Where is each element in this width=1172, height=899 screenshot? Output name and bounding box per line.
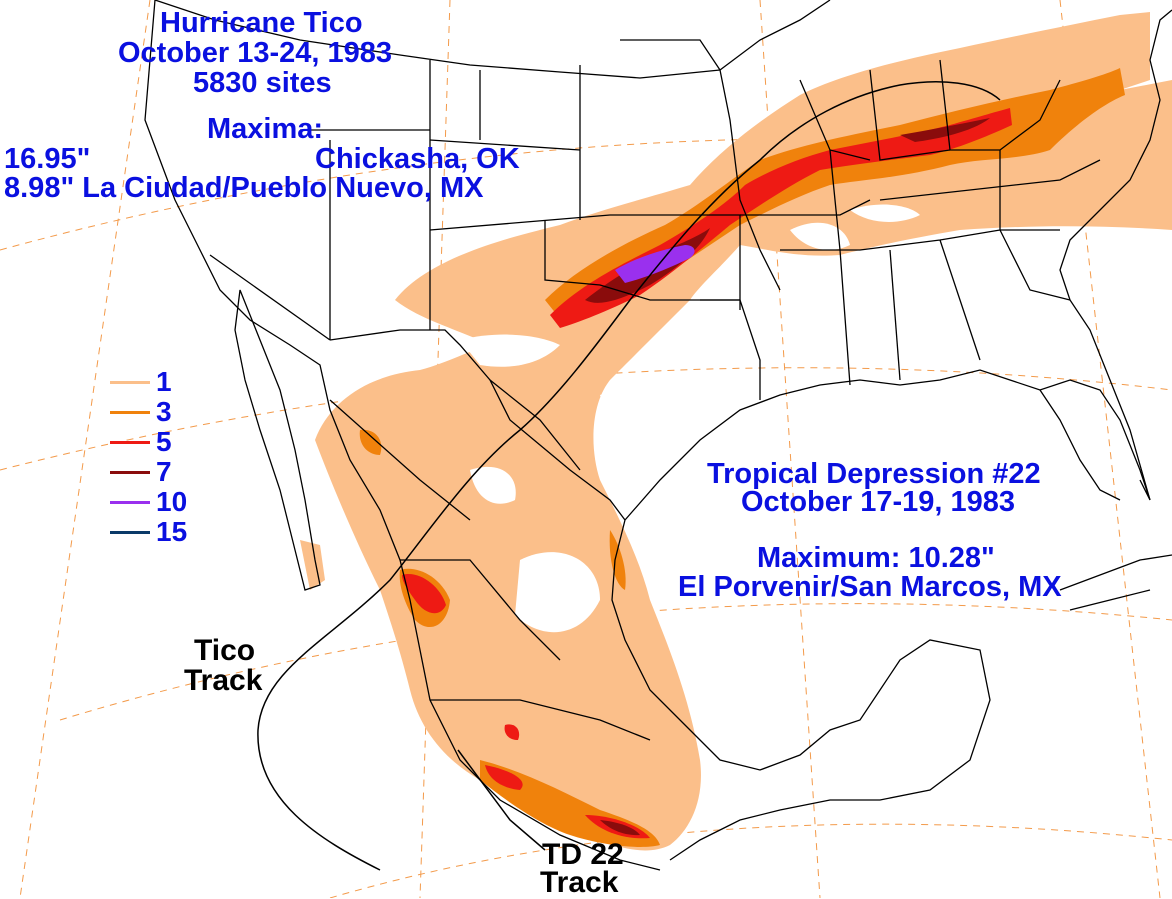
- max-location-1: Chickasha, OK: [315, 143, 520, 175]
- legend-label: 10: [156, 486, 188, 517]
- legend-label: 7: [156, 456, 172, 487]
- td22-location: El Porvenir/San Marcos, MX: [678, 571, 1062, 603]
- legend-label: 1: [156, 366, 172, 397]
- legend-swatch: [110, 411, 150, 414]
- td22-dates: October 17-19, 1983: [741, 486, 1016, 518]
- legend-item: 5: [110, 428, 230, 458]
- legend-item: 15: [110, 518, 230, 548]
- legend: 1 3 5 7 10 15: [110, 368, 230, 548]
- legend-label: 15: [156, 516, 188, 547]
- legend-swatch: [110, 441, 150, 444]
- td22-title: Tropical Depression #22: [707, 458, 1041, 490]
- legend-item: 7: [110, 458, 230, 488]
- max-line-2: 8.98" La Ciudad/Pueblo Nuevo, MX: [4, 172, 484, 204]
- maxima-label: Maxima:: [207, 113, 324, 145]
- storm-tracks: [257, 81, 1001, 871]
- tico-track-label-2: Track: [184, 664, 263, 697]
- max-value-1: 16.95": [4, 143, 91, 175]
- legend-item: 3: [110, 398, 230, 428]
- tico-track-label-1: Tico: [194, 634, 256, 667]
- rain-10in: [615, 245, 695, 283]
- legend-swatch: [110, 501, 150, 504]
- tico-dates: October 13-24, 1983: [118, 37, 393, 69]
- legend-label: 3: [156, 396, 172, 427]
- rain-gaps: [460, 204, 920, 633]
- tico-sites: 5830 sites: [193, 67, 332, 99]
- legend-swatch: [110, 531, 150, 534]
- legend-item: 10: [110, 488, 230, 518]
- td22-track-label-2: Track: [540, 866, 619, 899]
- td22-track-label-1: TD 22: [542, 838, 624, 871]
- legend-label: 5: [156, 426, 172, 457]
- td22-maximum: Maximum: 10.28": [757, 542, 995, 574]
- legend-item: 1: [110, 368, 230, 398]
- legend-swatch: [110, 471, 150, 474]
- legend-swatch: [110, 381, 150, 384]
- tico-title: Hurricane Tico: [160, 7, 363, 39]
- boundaries: [144, 0, 1172, 871]
